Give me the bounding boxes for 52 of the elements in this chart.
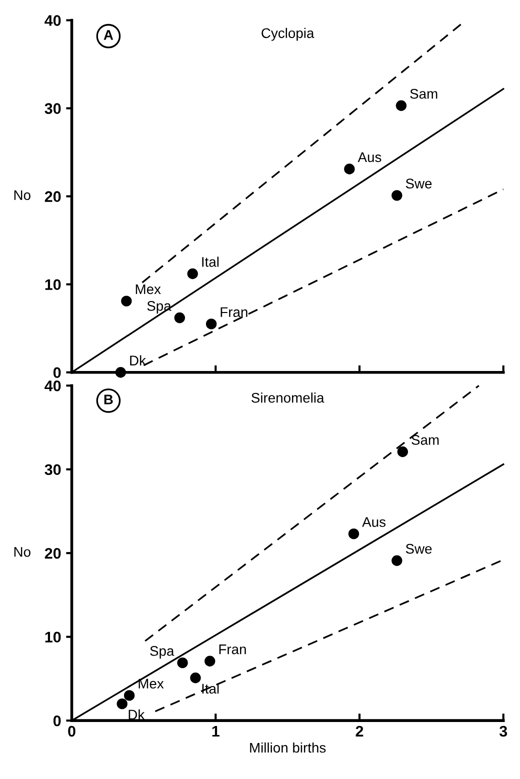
- y-tick-label: 30: [44, 464, 61, 476]
- point: [116, 698, 128, 710]
- x-tick-label: 2: [356, 726, 364, 737]
- y-tick-label: 20: [44, 191, 61, 202]
- annotation: Swe: [406, 544, 432, 554]
- y-tick-label: 30: [44, 103, 61, 114]
- annotation: B: [104, 394, 113, 404]
- point: [204, 656, 216, 666]
- point: [396, 100, 407, 111]
- point: [348, 528, 360, 540]
- point: [121, 296, 132, 306]
- point: [392, 190, 402, 201]
- point: [174, 312, 186, 324]
- annotation: Fran: [220, 307, 248, 318]
- annotation: Spa: [147, 301, 172, 314]
- annotation: Aus: [362, 517, 386, 527]
- point: [206, 318, 217, 330]
- y-tick-label: 0: [53, 715, 61, 726]
- x-axis-title: Million births: [250, 742, 326, 753]
- point: [344, 164, 355, 174]
- annotation: Fran: [219, 644, 246, 654]
- annotation: Spa: [150, 646, 174, 659]
- y-tick-label: 10: [45, 279, 61, 290]
- text: Cyclopia: [262, 28, 314, 41]
- x-tick-label: 3: [499, 726, 508, 737]
- chart-title: Sirenomelia: [252, 392, 324, 403]
- x-tick-label: 1: [212, 726, 220, 737]
- y-tick-label: 40: [44, 380, 61, 392]
- annotation: Mex: [136, 284, 161, 294]
- point: [177, 657, 188, 668]
- annotation: Dk: [130, 355, 146, 366]
- y-axis-title: No: [14, 190, 30, 200]
- annotation: A: [104, 30, 114, 40]
- annotation: Dk: [128, 709, 145, 720]
- point: [392, 555, 402, 566]
- point: [397, 446, 408, 458]
- annotation: Mex: [138, 678, 164, 689]
- annotation: Sam: [412, 435, 439, 445]
- point: [124, 690, 135, 701]
- annotation: Swe: [406, 178, 432, 189]
- y-tick-label: 10: [45, 632, 61, 643]
- x-tick-label: 0: [68, 726, 76, 737]
- y-tick-label: 20: [44, 548, 61, 559]
- point: [115, 367, 126, 378]
- point: [190, 672, 201, 684]
- point: [187, 268, 198, 280]
- y-axis-title: No: [14, 547, 30, 557]
- annotation: Aus: [358, 152, 382, 162]
- annotation: Sam: [410, 88, 438, 99]
- y-tick-label: 40: [44, 15, 61, 26]
- annotation: Ital: [202, 256, 219, 267]
- y-tick-label: 0: [53, 367, 61, 378]
